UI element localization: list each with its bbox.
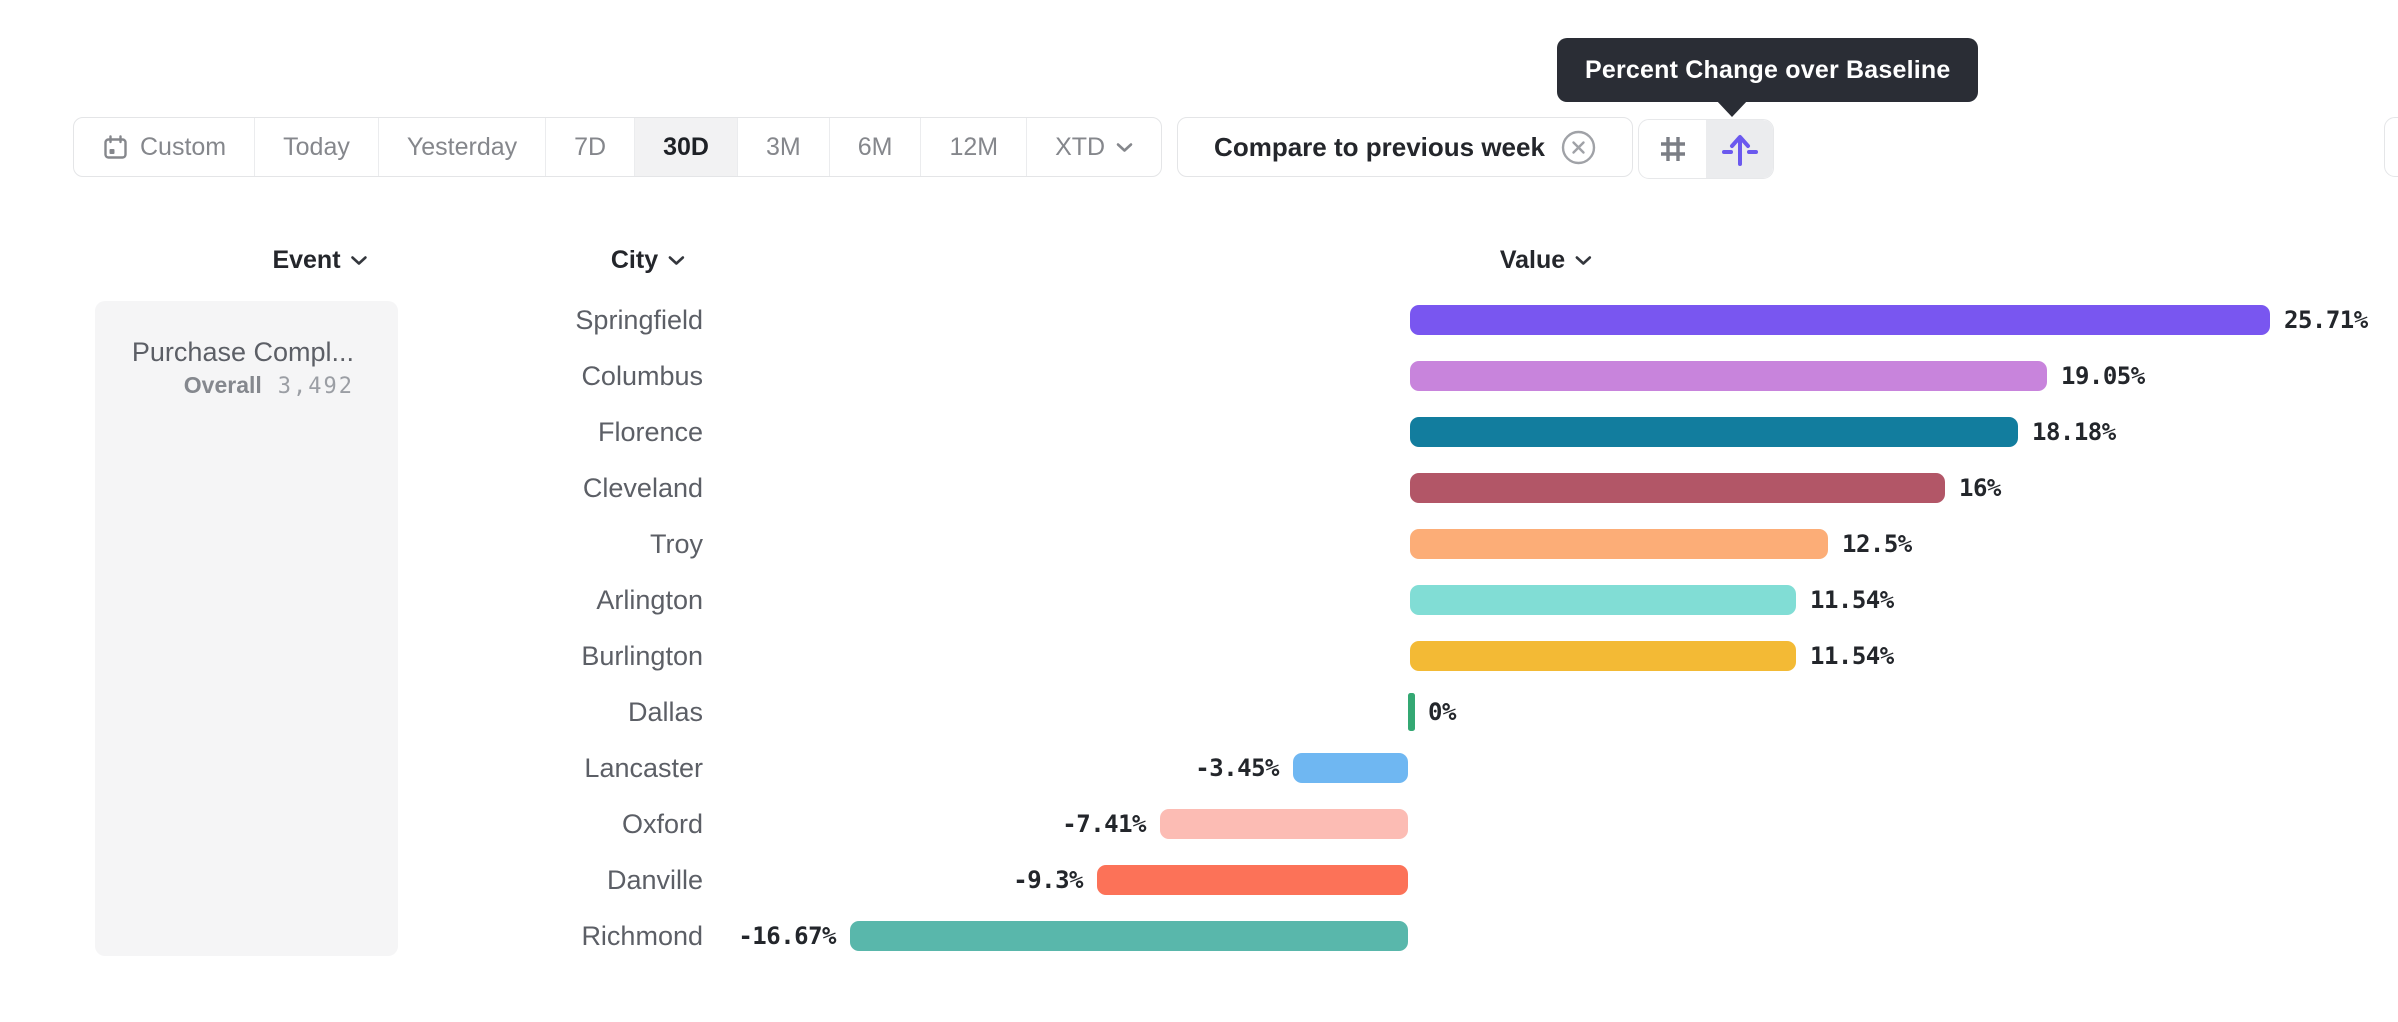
bar-danville[interactable] — [1097, 865, 1408, 895]
calendar-icon — [102, 134, 129, 161]
bar-burlington[interactable] — [1410, 641, 1796, 671]
value-label: 0% — [1428, 698, 1456, 726]
bar-lancaster[interactable] — [1293, 753, 1408, 783]
chart-row: Columbus 19.05% — [0, 348, 2398, 404]
zero-baseline-tick[interactable] — [1408, 693, 1415, 731]
chart-row: Florence 18.18% — [0, 404, 2398, 460]
bar-chart: Springfield 25.71% Columbus 19.05% Florence 1… — [0, 292, 2398, 964]
tooltip-percent-change: Percent Change over Baseline — [1557, 38, 1979, 102]
date-range-label: 6M — [857, 132, 893, 161]
date-range-today[interactable]: Today — [255, 118, 379, 176]
column-header-event[interactable]: Event — [272, 246, 367, 275]
date-range-label: 12M — [949, 132, 999, 161]
value-label: 19.05% — [2061, 362, 2145, 390]
compare-chip[interactable]: Compare to previous week — [1177, 117, 1633, 177]
chart-row: Richmond -16.67% — [0, 908, 2398, 964]
date-range-label: XTD — [1055, 132, 1106, 161]
hash-toggle[interactable] — [1639, 120, 1706, 178]
bar-cleveland[interactable] — [1410, 473, 1945, 503]
value-label: 18.18% — [2032, 418, 2116, 446]
date-range-label: Yesterday — [406, 132, 518, 161]
city-label: Oxford — [621, 808, 703, 839]
chevron-down-icon — [1116, 142, 1133, 153]
circle-x-icon[interactable] — [1561, 130, 1596, 165]
chart-row: Lancaster -3.45% — [0, 740, 2398, 796]
city-label: Burlington — [581, 640, 703, 671]
city-label: Troy — [650, 528, 703, 559]
column-header-value[interactable]: Value — [1500, 246, 1592, 275]
baseline-arrow-toggle[interactable] — [1706, 120, 1773, 178]
date-range-12m[interactable]: 12M — [921, 118, 1028, 176]
tooltip-arrow — [1716, 100, 1748, 117]
view-toggle — [1638, 119, 1774, 179]
city-label: Dallas — [627, 696, 703, 727]
compare-chip-label: Compare to previous week — [1214, 131, 1545, 162]
date-range-selector: Custom Today Yesterday 7D 30D 3M 6M 12M XTD — [73, 117, 1163, 177]
value-label: 16% — [1959, 474, 2001, 502]
event-overall: Overall 3,492 — [184, 372, 354, 399]
event-card[interactable]: Purchase Compl... Overall 3,492 — [95, 301, 398, 956]
bar-florence[interactable] — [1410, 417, 2018, 447]
city-label: Richmond — [581, 920, 703, 951]
chart-row: Arlington 11.54% — [0, 572, 2398, 628]
chart-row: Oxford -7.41% — [0, 796, 2398, 852]
value-label: -3.45% — [1195, 754, 1279, 782]
cutoff-button[interactable] — [2384, 117, 2398, 177]
baseline-arrow-icon — [1721, 131, 1759, 167]
value-label: 12.5% — [1842, 530, 1912, 558]
date-range-label: Custom — [140, 132, 227, 161]
date-range-label: 3M — [765, 132, 801, 161]
bar-springfield[interactable] — [1410, 305, 2270, 335]
bar-arlington[interactable] — [1410, 585, 1796, 615]
hash-icon — [1656, 132, 1690, 166]
chart-row: Springfield 25.71% — [0, 292, 2398, 348]
bar-richmond[interactable] — [850, 921, 1408, 951]
chart-row: Danville -9.3% — [0, 852, 2398, 908]
value-label: 25.71% — [2284, 306, 2368, 334]
chevron-down-icon — [1575, 255, 1592, 266]
city-label: Danville — [606, 864, 703, 895]
date-range-custom[interactable]: Custom — [74, 118, 256, 176]
column-header-city-label: City — [610, 246, 659, 274]
date-range-30d[interactable]: 30D — [635, 118, 738, 176]
bar-columbus[interactable] — [1410, 361, 2047, 391]
date-range-yesterday[interactable]: Yesterday — [379, 118, 547, 176]
date-range-7d[interactable]: 7D — [546, 118, 636, 176]
overall-value: 3,492 — [277, 374, 354, 399]
event-title: Purchase Compl... — [131, 337, 354, 367]
city-label: Columbus — [581, 360, 703, 391]
chart-row: Dallas 0% — [0, 684, 2398, 740]
chart-row: Troy 12.5% — [0, 516, 2398, 572]
date-range-label: Today — [283, 132, 350, 161]
date-range-3m[interactable]: 3M — [738, 118, 830, 176]
value-label: 11.54% — [1810, 586, 1894, 614]
city-label: Florence — [597, 416, 703, 447]
bar-oxford[interactable] — [1160, 809, 1408, 839]
city-label: Cleveland — [582, 472, 703, 503]
city-label: Arlington — [596, 584, 703, 615]
date-range-xtd[interactable]: XTD — [1027, 118, 1161, 176]
column-header-event-label: Event — [272, 246, 341, 274]
date-range-6m[interactable]: 6M — [830, 118, 922, 176]
value-label: -16.67% — [738, 922, 836, 950]
date-range-label: 7D — [574, 132, 607, 161]
bar-troy[interactable] — [1410, 529, 1828, 559]
city-label: Springfield — [575, 304, 703, 335]
chart-row: Cleveland 16% — [0, 460, 2398, 516]
value-label: 11.54% — [1810, 642, 1894, 670]
chevron-down-icon — [351, 255, 368, 266]
overall-label: Overall — [183, 372, 262, 398]
date-range-label: 30D — [663, 132, 709, 161]
chevron-down-icon — [668, 255, 685, 266]
column-header-city[interactable]: City — [611, 246, 685, 275]
chart-row: Burlington 11.54% — [0, 628, 2398, 684]
value-label: -9.3% — [1013, 866, 1083, 894]
value-label: -7.41% — [1062, 810, 1146, 838]
city-label: Lancaster — [584, 752, 703, 783]
column-header-value-label: Value — [1499, 246, 1566, 274]
